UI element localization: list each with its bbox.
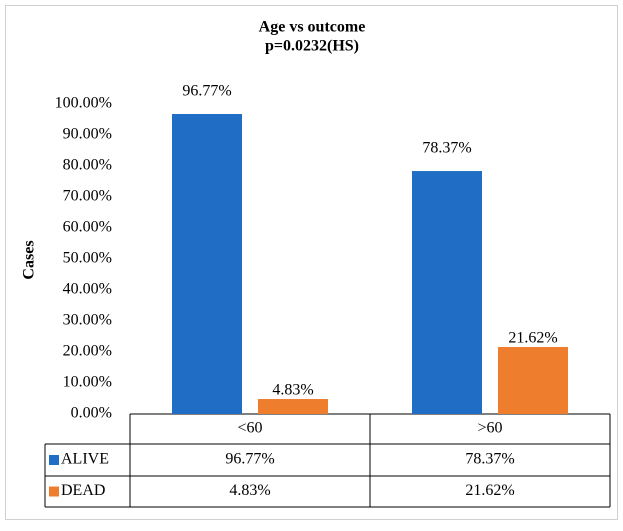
category-label: >60 [477, 420, 502, 437]
chart-subtitle: p=0.0232(HS) [265, 38, 359, 55]
legend-swatch [49, 455, 59, 465]
bar [172, 114, 242, 414]
y-tick-label: 10.00% [63, 374, 112, 391]
value-label: 96.77% [182, 83, 231, 100]
y-tick-label: 100.00% [55, 95, 112, 112]
legend-label: DEAD [61, 482, 105, 499]
y-tick-label: 70.00% [63, 188, 112, 205]
y-tick-label: 20.00% [63, 343, 112, 360]
y-tick-label: 90.00% [63, 126, 112, 143]
legend-swatch [49, 486, 59, 497]
y-axis-label: Cases [21, 240, 38, 279]
bar [498, 346, 568, 414]
legend-label: ALIVE [61, 451, 109, 468]
table-cell: 4.83% [229, 482, 270, 499]
y-tick-label: 60.00% [63, 219, 112, 236]
y-tick-label: 30.00% [63, 312, 112, 329]
bar [412, 171, 482, 414]
value-label: 78.37% [422, 140, 471, 157]
y-tick-label: 50.00% [63, 250, 112, 267]
bar [258, 399, 328, 414]
chart-title: Age vs outcome [259, 19, 366, 36]
table-cell: 96.77% [225, 451, 274, 468]
y-tick-label: 0.00% [71, 405, 112, 422]
y-tick-label: 40.00% [63, 281, 112, 298]
value-label: 4.83% [272, 382, 313, 399]
category-label: <60 [237, 420, 262, 437]
value-label: 21.62% [508, 330, 557, 347]
table-cell: 21.62% [465, 482, 514, 499]
y-tick-label: 80.00% [63, 157, 112, 174]
table-cell: 78.37% [465, 451, 514, 468]
chart-border [5, 5, 618, 520]
